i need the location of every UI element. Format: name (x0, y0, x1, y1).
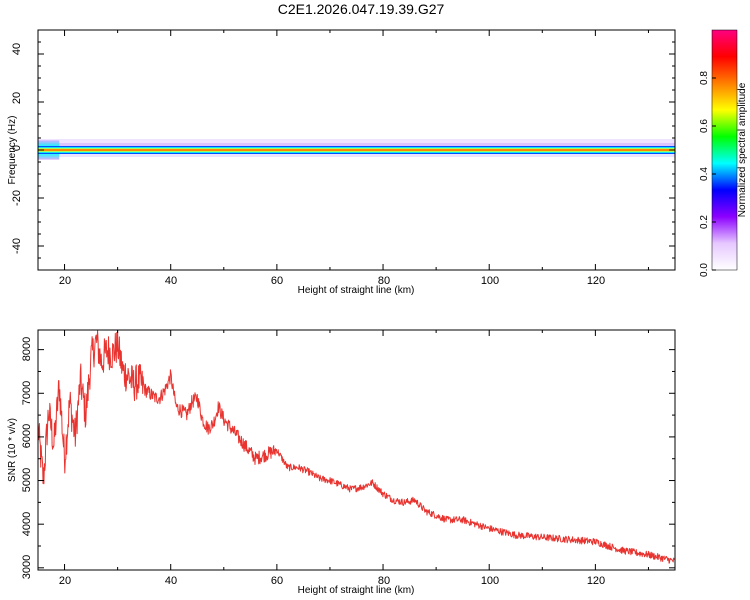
spectrogram-y-tick-label: -40 (11, 238, 23, 254)
snr-x-tick-label: 60 (271, 575, 283, 587)
snr-x-tick-label: 80 (378, 575, 390, 587)
spectrogram-panel: 40 20 0 -20 -40 20 40 60 80 100 120 Heig… (7, 29, 676, 296)
snr-y-axis-label: SNR (10 * v/v) (7, 418, 18, 482)
snr-x-tick-label: 120 (587, 575, 605, 587)
colorbar-tick-label: 0.0 (699, 263, 710, 277)
spectrogram-x-tick-label: 40 (165, 275, 177, 287)
spectrogram-y-tick-label: 40 (11, 43, 23, 55)
spectrogram-x-tick-label: 80 (378, 275, 390, 287)
spectrogram-x-tick-label: 120 (587, 275, 605, 287)
snr-panel: 8000 7000 6000 5000 4000 3000 20 40 60 8… (7, 329, 676, 596)
spectrogram-x-tick-label: 100 (481, 275, 499, 287)
snr-x-tick-label: 100 (481, 575, 499, 587)
spectrogram-y-tick-label: 0 (11, 145, 23, 151)
spectrogram-ridge (38, 146, 675, 154)
snr-series-line (38, 330, 675, 564)
snr-x-tick-label: 40 (165, 575, 177, 587)
colorbar-gradient (711, 29, 738, 271)
spectrogram-x-axis-label: Height of straight line (km) (298, 285, 415, 296)
spectrogram-x-tick-label: 20 (59, 275, 71, 287)
snr-x-tick-label: 20 (59, 575, 71, 587)
spectrogram-y-axis-label: Frequency (Hz) (7, 116, 18, 185)
snr-frame (37, 329, 676, 571)
snr-y-tick-label: 4000 (21, 512, 33, 536)
colorbar-tick-label: 0.6 (699, 119, 710, 133)
colorbar-tick-label: 0.2 (699, 215, 710, 229)
colorbar-tick-label: 0.8 (699, 71, 710, 85)
snr-y-tick-label: 5000 (21, 468, 33, 492)
figure-title: C2E1.2026.047.19.39.G27 (278, 1, 445, 17)
snr-y-tick-label: 6000 (21, 424, 33, 448)
spectrogram-x-tick-label: 60 (271, 275, 283, 287)
spectrogram-y-tick-label: 20 (11, 92, 23, 104)
snr-x-axis-label: Height of straight line (km) (298, 585, 415, 596)
snr-y-tick-label: 7000 (21, 381, 33, 405)
snr-ticks (38, 330, 675, 570)
snr-y-tick-label: 8000 (21, 337, 33, 361)
spectrogram-y-tick-label: -20 (11, 190, 23, 206)
snr-y-tick-label: 3000 (21, 555, 33, 579)
spectrogram-ticks (38, 30, 675, 270)
colorbar-ticks (712, 77, 716, 271)
colorbar-label: Normalized spectral amplitude (737, 82, 748, 217)
colorbar-tick-label: 0.4 (699, 167, 710, 181)
colorbar: 0.0 0.2 0.4 0.6 0.8 Normalized spectral … (699, 29, 748, 277)
